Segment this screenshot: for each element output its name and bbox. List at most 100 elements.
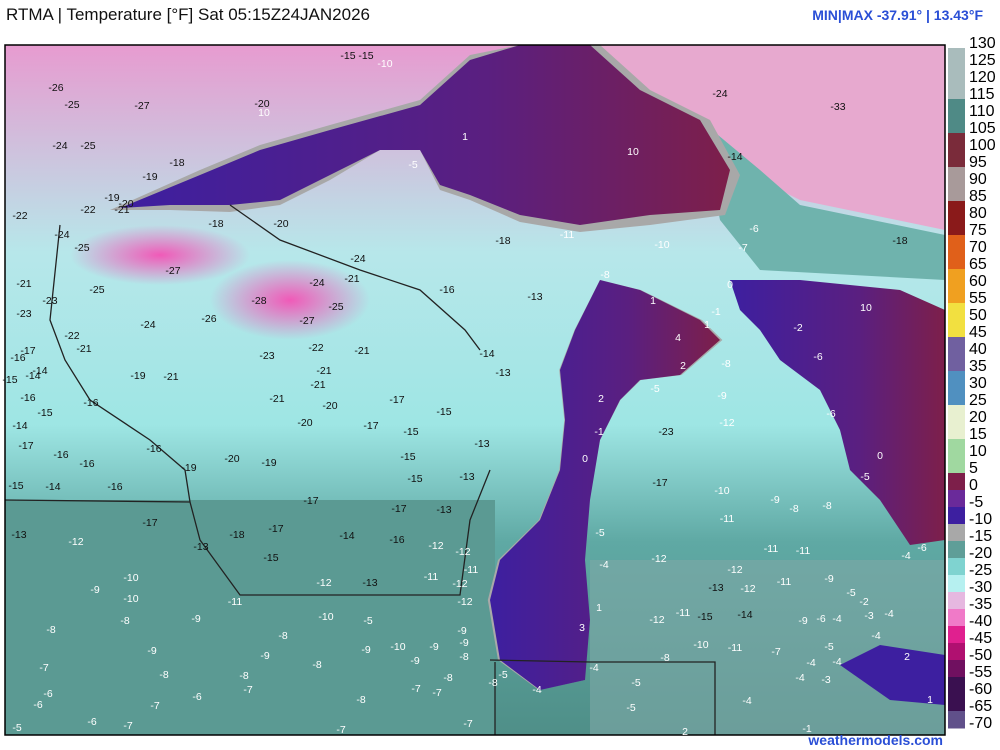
temperature-label: -5 <box>631 677 640 689</box>
temperature-label: -14 <box>339 530 354 542</box>
temperature-label: -12 <box>428 540 443 552</box>
temperature-label: -16 <box>389 534 404 546</box>
temperature-label: -10 <box>390 641 405 653</box>
temperature-label: -6 <box>813 351 822 363</box>
lake-superior <box>120 45 730 225</box>
temperature-label: -9 <box>410 655 419 667</box>
temperature-label: -25 <box>89 284 104 296</box>
temperature-label: 1 <box>704 319 710 331</box>
temperature-label: 2 <box>680 360 686 372</box>
temperature-label: -18 <box>892 235 907 247</box>
temperature-label: -13 <box>436 504 451 516</box>
colorbar-swatch <box>948 388 965 406</box>
colorbar-tick-label: 115 <box>969 86 995 103</box>
temperature-label: -18 <box>495 235 510 247</box>
temperature-label: -8 <box>120 615 129 627</box>
colorbar-tick-label: 100 <box>969 137 996 154</box>
temperature-label: -13 <box>527 291 542 303</box>
temperature-label: -28 <box>251 295 266 307</box>
temperature-label: 2 <box>682 726 688 738</box>
temperature-label: -22 <box>64 330 79 342</box>
colorbar-tick-label: 110 <box>969 103 995 120</box>
temperature-label: -9 <box>147 645 156 657</box>
temperature-label: -20 <box>322 400 337 412</box>
colorbar-swatch <box>948 473 965 491</box>
temperature-label: -16 <box>10 352 25 364</box>
temperature-label: -6 <box>917 542 926 554</box>
temperature-label: -26 <box>48 82 63 94</box>
colorbar-tick-label: 125 <box>969 52 996 69</box>
temperature-label: -12 <box>649 614 664 626</box>
temperature-label: -9 <box>824 573 833 585</box>
temperature-label: -20 <box>273 218 288 230</box>
temperature-label: 4 <box>675 332 681 344</box>
temperature-label: -13 <box>193 541 208 553</box>
temperature-label: -2 <box>859 596 868 608</box>
temperature-label: -13 <box>11 529 26 541</box>
colorbar-tick-label: -65 <box>969 698 992 715</box>
temperature-label: 0 <box>727 279 733 291</box>
temperature-label: -5 <box>650 383 659 395</box>
temperature-label: -15 <box>340 50 355 62</box>
colorbar-tick-label: -15 <box>969 528 992 545</box>
temperature-label: -8 <box>443 672 452 684</box>
temperature-label: -9 <box>798 615 807 627</box>
temperature-label: -24 <box>54 229 69 241</box>
temperature-label: -17 <box>18 440 33 452</box>
temperature-label: -1 <box>711 306 720 318</box>
colorbar-swatch <box>948 201 965 219</box>
temperature-label: -23 <box>16 308 31 320</box>
temperature-label: 1 <box>462 131 468 143</box>
temperature-label: -4 <box>742 695 751 707</box>
temperature-label: -20 <box>254 98 269 110</box>
temperature-label: -26 <box>201 313 216 325</box>
colorbar-swatch <box>948 269 965 287</box>
temperature-label: -4 <box>599 559 608 571</box>
colorbar-tick-label: 60 <box>969 273 987 290</box>
temperature-label: -8 <box>278 630 287 642</box>
colorbar-tick-label: -60 <box>969 681 992 698</box>
temperature-label: -7 <box>39 662 48 674</box>
temperature-label: -25 <box>80 140 95 152</box>
colorbar-tick-label: 80 <box>969 205 987 222</box>
colorbar-swatch <box>948 660 965 678</box>
temperature-label: -14 <box>12 420 27 432</box>
temperature-label: -11 <box>728 642 743 654</box>
colorbar-swatch <box>948 490 965 508</box>
temperature-label: -8 <box>312 659 321 671</box>
temperature-label: -17 <box>303 495 318 507</box>
temperature-label: -5 <box>12 722 21 734</box>
temperature-label: -4 <box>832 613 841 625</box>
temperature-label: -3 <box>864 610 873 622</box>
temperature-label: -20 <box>297 417 312 429</box>
temperature-label: -9 <box>770 494 779 506</box>
colorbar-swatch <box>948 99 965 117</box>
temperature-label: -14 <box>32 365 47 377</box>
temperature-label: -19 <box>104 192 119 204</box>
colorbar-swatch <box>948 65 965 83</box>
cold-spot <box>210 260 370 340</box>
colorbar-tick-label: 35 <box>969 358 987 375</box>
colorbar-tick-label: 130 <box>969 35 996 52</box>
colorbar-tick-label: 90 <box>969 171 987 188</box>
temperature-label: -7 <box>463 718 472 730</box>
temperature-label: -15 <box>37 407 52 419</box>
temperature-label: -4 <box>589 662 598 674</box>
temperature-label: -15 <box>358 50 373 62</box>
colorbar-tick-label: 0 <box>969 477 978 494</box>
colorbar-swatch <box>948 82 965 100</box>
temperature-label: -9 <box>459 637 468 649</box>
temperature-label: -17 <box>391 503 406 515</box>
temperature-label: -9 <box>90 584 99 596</box>
colorbar-tick-label: 55 <box>969 290 987 307</box>
temperature-label: 1 <box>596 602 602 614</box>
temperature-label: -15 <box>407 473 422 485</box>
temperature-label: -5 <box>626 702 635 714</box>
temperature-label: -22 <box>12 210 27 222</box>
temperature-label: 1 <box>650 295 656 307</box>
temperature-label: -8 <box>239 670 248 682</box>
colorbar-swatch <box>948 541 965 559</box>
temperature-label: -14 <box>727 151 742 163</box>
temperature-label: -4 <box>871 630 880 642</box>
temperature-label: -24 <box>309 277 324 289</box>
